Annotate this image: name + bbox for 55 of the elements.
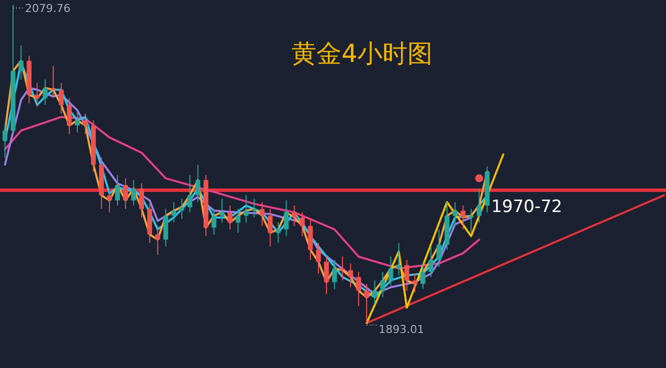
candlestick [452,202,458,226]
candlestick [356,271,362,306]
annotation: 1893.01 [378,323,424,336]
candlestick [460,205,466,230]
candlestick [476,188,482,224]
candlestick [171,202,176,224]
candlestick [179,198,184,220]
candlestick [468,208,474,234]
candlestick [163,208,168,247]
candlestick [42,79,48,106]
candlestick [404,260,410,292]
candlestick [308,218,313,261]
candlestick [388,256,394,286]
candlestick [396,242,402,276]
candlestick [58,82,64,114]
candlestick [34,82,40,108]
band-label: 1970-72 [491,196,562,217]
candlestick [236,208,240,234]
candlestick [292,205,297,226]
candlestick [123,178,128,210]
candlestick [228,205,232,230]
candlestick [244,194,249,224]
candlestick [428,246,434,278]
candlestick [348,262,353,288]
candlestick [420,262,426,290]
candlestick [436,228,442,268]
candlestick [66,98,72,135]
candlestick [364,283,370,324]
candlestick [380,271,386,298]
candlestick [82,113,88,135]
candlestick [107,188,112,213]
candlestick [268,208,273,247]
candlestick [276,222,281,244]
candlestick [74,110,80,133]
candlestick [155,225,160,256]
candlestick [412,273,418,293]
annotation: 2079.76 [25,2,71,15]
candlestick [300,212,305,237]
candlestick [372,280,378,305]
candlestick [316,242,321,274]
text: 黄金4小时图 [292,39,432,68]
candlestick [252,198,257,218]
candlestick [195,164,200,203]
candlestick [187,174,192,213]
candlestick [340,256,345,281]
candlestick [2,123,8,158]
candlestick [220,198,224,224]
candlestick [139,182,144,218]
candlestick [324,256,329,295]
candlestick [131,179,136,206]
candlestick [212,208,216,235]
candlestick [332,260,337,290]
candlestick [284,200,289,237]
candlestick [115,174,120,206]
candlestick [18,44,24,80]
